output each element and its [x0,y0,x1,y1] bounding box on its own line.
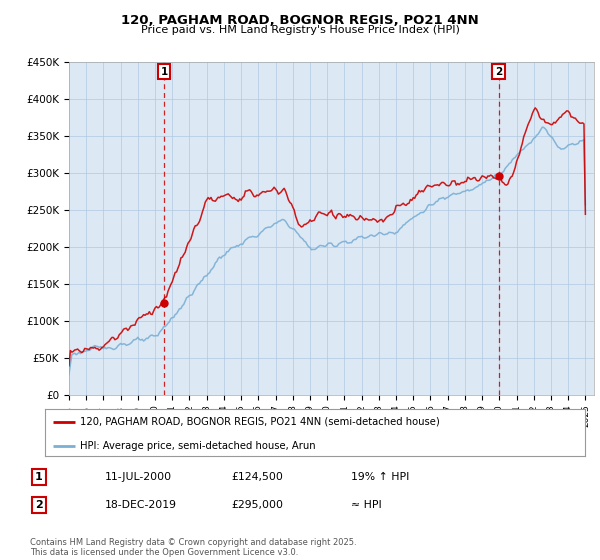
Text: ≈ HPI: ≈ HPI [351,500,382,510]
Text: 18-DEC-2019: 18-DEC-2019 [105,500,177,510]
Text: 19% ↑ HPI: 19% ↑ HPI [351,472,409,482]
Text: £124,500: £124,500 [231,472,283,482]
Text: HPI: Average price, semi-detached house, Arun: HPI: Average price, semi-detached house,… [80,441,316,451]
Text: 2: 2 [35,500,43,510]
Text: 120, PAGHAM ROAD, BOGNOR REGIS, PO21 4NN (semi-detached house): 120, PAGHAM ROAD, BOGNOR REGIS, PO21 4NN… [80,417,440,427]
Text: 1: 1 [161,67,168,77]
Text: £295,000: £295,000 [231,500,283,510]
Text: 1: 1 [35,472,43,482]
Text: 120, PAGHAM ROAD, BOGNOR REGIS, PO21 4NN: 120, PAGHAM ROAD, BOGNOR REGIS, PO21 4NN [121,14,479,27]
Text: Contains HM Land Registry data © Crown copyright and database right 2025.
This d: Contains HM Land Registry data © Crown c… [30,538,356,557]
Text: 2: 2 [495,67,502,77]
Text: 11-JUL-2000: 11-JUL-2000 [105,472,172,482]
Text: Price paid vs. HM Land Registry's House Price Index (HPI): Price paid vs. HM Land Registry's House … [140,25,460,35]
